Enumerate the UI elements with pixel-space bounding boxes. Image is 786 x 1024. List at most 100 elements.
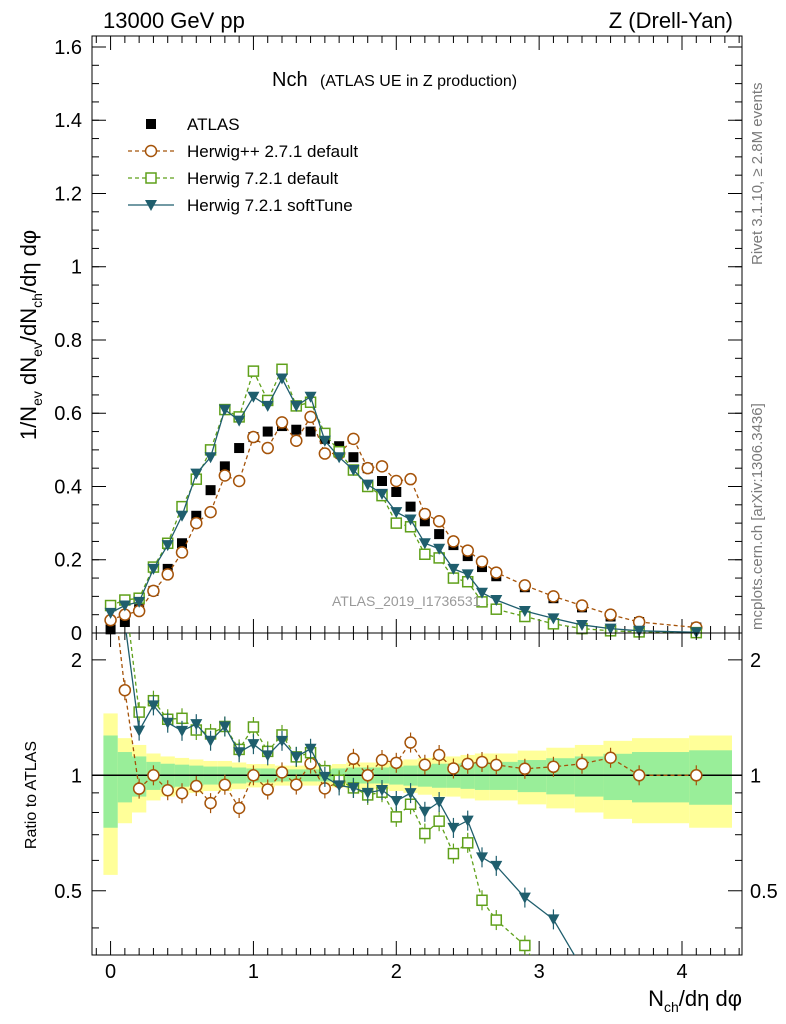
legend-label-herwig-2-7-1-default: Herwig++ 2.7.1 default bbox=[187, 142, 358, 161]
herwig-2-7-1-default-ratio-point bbox=[247, 769, 260, 782]
herwig-2-7-1-default-point bbox=[475, 555, 489, 568]
herwig-2-7-1-default-point bbox=[261, 441, 274, 455]
herwig-7-2-1-softtune-point bbox=[576, 619, 588, 631]
atlas-point bbox=[391, 486, 402, 497]
herwig-7-2-1-softtune-point bbox=[261, 400, 274, 412]
herwig-2-7-1-default-point bbox=[247, 430, 260, 444]
herwig-7-2-1-softtune-ratio-point bbox=[304, 743, 317, 755]
atlas-point bbox=[434, 529, 445, 540]
herwig-2-7-1-default-point bbox=[447, 535, 460, 548]
herwig-7-2-1-softtune-point bbox=[547, 613, 560, 625]
chart-title: Nch bbox=[272, 69, 308, 91]
herwig-2-7-1-default-point bbox=[232, 474, 246, 488]
herwig-2-7-1-default-point bbox=[147, 584, 160, 598]
herwig-7-2-1-softtune-ratio-point bbox=[476, 852, 488, 864]
herwig-7-2-1-softtune-point bbox=[447, 563, 460, 575]
herwig-7-2-1-softtune-ratio-point bbox=[361, 787, 374, 799]
legend-marker-herwig-7-2-1-softtune bbox=[145, 200, 157, 211]
herwig-2-7-1-default-ratio-point bbox=[432, 748, 446, 762]
herwig-7-2-1-default-ratio-point bbox=[106, 539, 116, 549]
herwig-2-7-1-default-point bbox=[175, 546, 189, 559]
ratio-tick-label-right: 1 bbox=[750, 765, 761, 787]
herwig-7-2-1-default-ratio-point bbox=[490, 914, 503, 926]
atlas-point bbox=[291, 424, 302, 435]
herwig-2-7-1-default-point bbox=[275, 416, 289, 429]
y-tick-label: 1 bbox=[71, 257, 82, 279]
herwig-7-2-1-softtune-point bbox=[604, 623, 617, 635]
y-tick-label: 1.6 bbox=[54, 37, 82, 59]
herwig-7-2-1-softtune-ratio-point bbox=[605, 990, 617, 1001]
main-panel: 0 0.2 0.4 0.6 0.8 1 1.2 1.4 1.6 Nch (ATLAS UE in… bbox=[54, 35, 743, 645]
herwig-2-7-1-default-point bbox=[318, 447, 332, 460]
herwig-7-2-1-softtune-ratio-point bbox=[576, 963, 588, 974]
herwig-2-7-1-default-ratio-point bbox=[447, 762, 460, 775]
herwig-7-2-1-softtune-point bbox=[347, 465, 360, 477]
ratio-panel: 0.5 0.5 1 1 2 2 bbox=[54, 539, 778, 1003]
herwig-2-7-1-default-ratio-point bbox=[218, 778, 232, 791]
legend-marker-herwig-7-2-1-default bbox=[145, 172, 157, 184]
herwig-7-2-1-default-ratio-point bbox=[548, 993, 558, 1003]
herwig-2-7-1-default-ratio-point bbox=[204, 796, 217, 810]
ratio-y-label: Ratio to ATLAS bbox=[23, 741, 40, 849]
herwig-2-7-1-default-ratio-point bbox=[361, 769, 374, 782]
main-series bbox=[104, 363, 703, 639]
process-label: Z (Drell-Yan) bbox=[609, 8, 733, 33]
herwig-2-7-1-default-ratio-point bbox=[518, 762, 532, 776]
herwig-2-7-1-default-ratio-point bbox=[461, 757, 474, 771]
atlas-point bbox=[262, 426, 273, 437]
x-tick-label: 1 bbox=[248, 961, 259, 983]
herwig-7-2-1-default-point bbox=[276, 363, 288, 376]
herwig-7-2-1-softtune-point bbox=[633, 625, 646, 637]
herwig-7-2-1-softtune-point bbox=[233, 415, 246, 427]
herwig-7-2-1-softtune-ratio-point bbox=[247, 739, 260, 751]
herwig-7-2-1-softtune-point bbox=[490, 595, 503, 607]
herwig-2-7-1-default-point bbox=[361, 461, 374, 475]
herwig-2-7-1-default-line bbox=[110, 415, 697, 629]
herwig-7-2-1-softtune-ratio-point bbox=[518, 892, 531, 904]
herwig-2-7-1-default-point bbox=[490, 566, 503, 579]
herwig-7-2-1-softtune-point bbox=[190, 468, 203, 480]
green-band bbox=[103, 735, 118, 828]
ratio-tick-label-right: 2 bbox=[750, 650, 761, 672]
atlas-point bbox=[377, 476, 387, 487]
herwig-2-7-1-default-ratio-point bbox=[404, 736, 417, 749]
herwig-7-2-1-default-ratio-line bbox=[129, 633, 531, 955]
herwig-7-2-1-softtune-point bbox=[204, 452, 217, 464]
herwig-2-7-1-default-ratio-point bbox=[161, 783, 174, 797]
herwig-2-7-1-default-ratio-point bbox=[475, 755, 489, 769]
herwig-7-2-1-softtune-ratio-point bbox=[376, 784, 388, 796]
herwig-7-2-1-softtune-ratio-point bbox=[318, 771, 331, 783]
herwig-2-7-1-default-ratio-point bbox=[147, 769, 160, 782]
herwig-7-2-1-default-ratio-point bbox=[133, 706, 145, 718]
herwig-2-7-1-default-point bbox=[218, 469, 232, 482]
herwig-7-2-1-softtune-point bbox=[433, 543, 446, 555]
herwig-7-2-1-softtune-ratio-point bbox=[176, 725, 188, 737]
ratio-frame bbox=[91, 632, 743, 956]
rivet-credit: Rivet 3.1.10, ≥ 2.8M events bbox=[749, 83, 766, 266]
herwig-7-2-1-default-ratio-point bbox=[476, 894, 488, 907]
legend-label-herwig-7-2-1-default: Herwig 7.2.1 default bbox=[187, 169, 338, 188]
legend-label-atlas: ATLAS bbox=[187, 115, 240, 134]
herwig-2-7-1-default-point bbox=[390, 474, 403, 488]
x-tick-label: 4 bbox=[676, 961, 687, 983]
legend-label-herwig-7-2-1-softtune: Herwig 7.2.1 softTune bbox=[187, 196, 353, 215]
herwig-7-2-1-softtune-ratio-point bbox=[161, 717, 174, 729]
herwig-7-2-1-softtune-ratio-point bbox=[133, 725, 146, 737]
energy-label: 13000 GeV pp bbox=[103, 8, 245, 33]
atlas-point bbox=[405, 501, 416, 512]
green-band bbox=[117, 752, 132, 803]
herwig-2-7-1-default-ratio-point bbox=[390, 756, 403, 770]
ratio-tick-label: 1 bbox=[71, 765, 82, 787]
herwig-7-2-1-softtune-ratio-point bbox=[333, 780, 346, 792]
herwig-2-7-1-default-ratio-point bbox=[547, 760, 560, 774]
ratio-series bbox=[106, 539, 703, 1003]
atlas-point bbox=[348, 452, 359, 463]
herwig-7-2-1-softtune-ratio-point bbox=[261, 750, 274, 762]
ratio-tick-label-right: 0.5 bbox=[750, 881, 778, 903]
herwig-7-2-1-softtune-ratio-point bbox=[218, 721, 231, 733]
herwig-2-7-1-default-ratio-point bbox=[290, 778, 303, 791]
herwig-7-2-1-softtune-point bbox=[276, 373, 288, 385]
herwig-7-2-1-softtune-point bbox=[176, 510, 188, 522]
herwig-2-7-1-default-ratio-point bbox=[604, 751, 617, 765]
herwig-7-2-1-softtune-ratio-line bbox=[125, 633, 576, 955]
